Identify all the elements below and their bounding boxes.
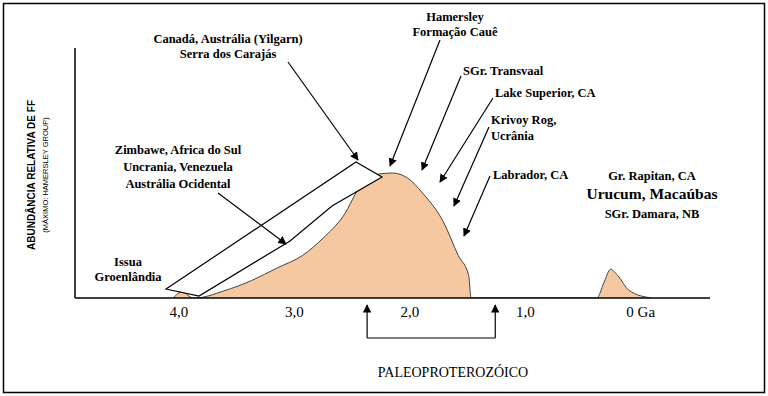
svg-text:3,0: 3,0 [285,304,304,320]
svg-text:PALEOPROTEROZÓICO: PALEOPROTEROZÓICO [378,364,528,380]
svg-text:4,0: 4,0 [170,304,189,320]
svg-text:ABUNDÂNCIA RELATIVA DE FF: ABUNDÂNCIA RELATIVA DE FF [25,100,37,250]
svg-text:(MÁXIMO: HAMERSLEY GROUP): (MÁXIMO: HAMERSLEY GROUP) [41,117,50,233]
svg-text:1,0: 1,0 [516,304,535,320]
svg-text:Gr. Rapitan, CAUrucum, Macaúba: Gr. Rapitan, CAUrucum, MacaúbasSGr. Dama… [587,169,718,221]
svg-text:Lake Superior, CA: Lake Superior, CA [495,86,596,100]
svg-text:2,0: 2,0 [400,304,419,320]
svg-text:0 Ga: 0 Ga [626,304,655,320]
svg-text:HamersleyFormação Cauê: HamersleyFormação Cauê [412,10,497,39]
svg-text:IssuaGroenlândia: IssuaGroenlândia [94,255,162,284]
svg-text:Labrador, CA: Labrador, CA [493,168,568,182]
svg-text:SGr. Transvaal: SGr. Transvaal [463,64,544,78]
svg-text:Zimbawe, Africa do SulUncrania: Zimbawe, Africa do SulUncrania, Venezuel… [115,143,242,191]
svg-text:Canadá, Austrália (Yilgarn)Ser: Canadá, Austrália (Yilgarn)Serra dos Car… [153,32,302,61]
svg-text:Krivoy Rog,Ucrânia: Krivoy Rog,Ucrânia [491,113,556,143]
